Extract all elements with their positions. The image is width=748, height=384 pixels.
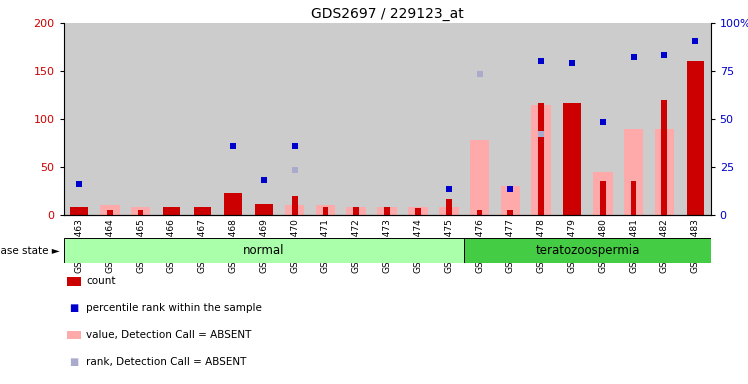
Bar — [402, 23, 433, 215]
Bar — [557, 23, 587, 215]
Bar — [680, 23, 711, 215]
Bar — [470, 140, 489, 215]
Bar — [687, 61, 704, 215]
Bar — [649, 23, 680, 215]
Bar — [285, 205, 304, 215]
Bar — [624, 129, 643, 215]
Bar — [531, 104, 551, 215]
Bar — [310, 23, 341, 215]
Bar — [464, 23, 495, 215]
Text: rank, Detection Call = ABSENT: rank, Detection Call = ABSENT — [86, 357, 246, 367]
Bar — [341, 23, 372, 215]
Bar — [384, 207, 390, 215]
Bar — [587, 23, 618, 215]
Bar — [500, 186, 520, 215]
Bar — [187, 23, 218, 215]
Bar — [131, 207, 150, 215]
Bar — [94, 23, 125, 215]
Bar — [476, 210, 482, 215]
Bar — [654, 129, 674, 215]
Bar — [64, 238, 464, 263]
Bar — [439, 207, 459, 215]
Text: count: count — [86, 276, 115, 286]
Bar — [507, 210, 513, 215]
Bar — [100, 205, 120, 215]
Bar — [316, 205, 335, 215]
Bar — [255, 204, 272, 215]
Bar — [292, 196, 298, 215]
Bar — [125, 23, 156, 215]
Bar — [563, 103, 580, 215]
Text: ■: ■ — [70, 357, 79, 367]
Bar — [107, 210, 113, 215]
Bar — [593, 172, 613, 215]
Bar — [224, 193, 242, 215]
Bar — [346, 207, 366, 215]
Bar — [322, 207, 328, 215]
Bar — [70, 207, 88, 215]
Text: normal: normal — [243, 244, 284, 257]
Bar — [377, 207, 397, 215]
Bar — [495, 23, 526, 215]
Bar — [415, 208, 421, 215]
Bar — [248, 23, 279, 215]
Bar — [661, 100, 667, 215]
Bar — [372, 23, 402, 215]
Bar — [279, 23, 310, 215]
Bar — [526, 23, 557, 215]
Bar — [163, 207, 180, 215]
Bar — [631, 182, 637, 215]
Bar — [539, 103, 544, 215]
Bar — [618, 23, 649, 215]
Bar — [138, 210, 144, 215]
Text: value, Detection Call = ABSENT: value, Detection Call = ABSENT — [86, 330, 251, 340]
Title: GDS2697 / 229123_at: GDS2697 / 229123_at — [310, 7, 464, 21]
Text: percentile rank within the sample: percentile rank within the sample — [86, 303, 262, 313]
Bar — [446, 199, 452, 215]
Bar — [194, 207, 211, 215]
Text: ■: ■ — [70, 303, 79, 313]
Bar — [64, 23, 94, 215]
Text: teratozoospermia: teratozoospermia — [535, 244, 640, 257]
Bar — [156, 23, 187, 215]
Text: disease state ►: disease state ► — [0, 245, 60, 256]
Bar — [464, 238, 711, 263]
Bar — [353, 207, 359, 215]
Bar — [433, 23, 464, 215]
Bar — [600, 182, 606, 215]
Bar — [218, 23, 248, 215]
Bar — [408, 207, 428, 215]
